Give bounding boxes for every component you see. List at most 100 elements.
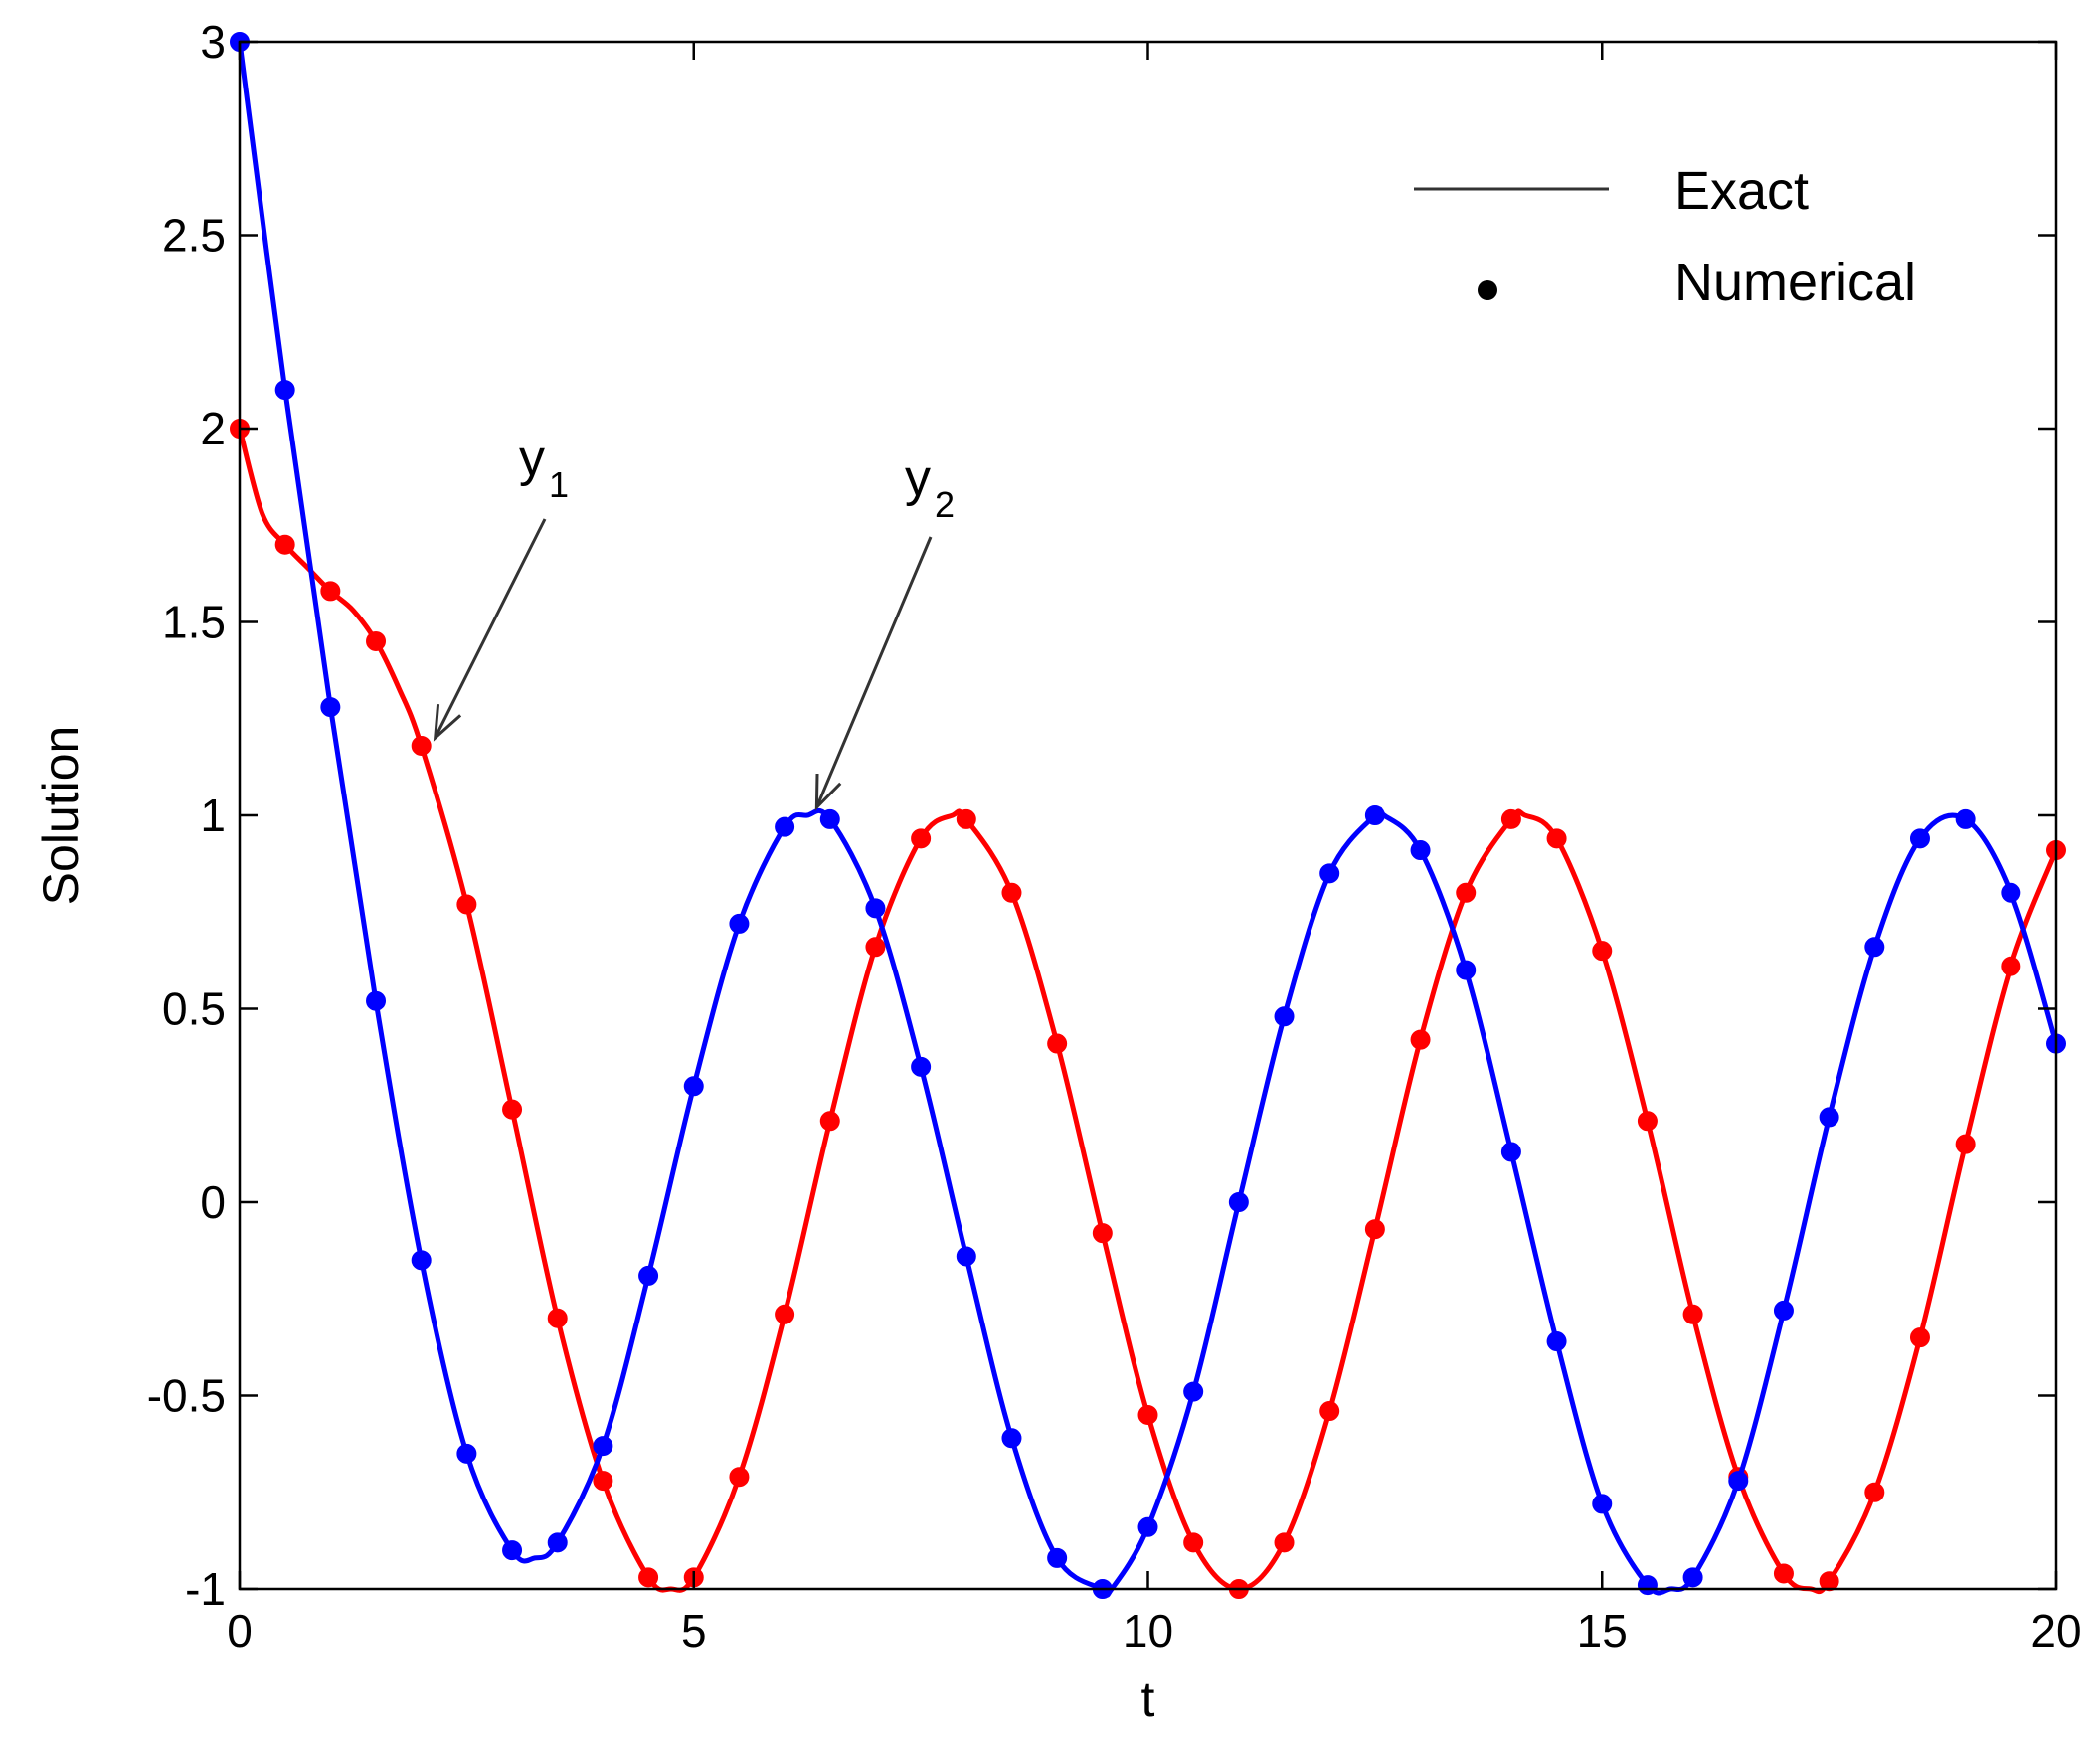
series-1-numerical-point bbox=[1864, 1482, 1885, 1502]
series-2-numerical-point bbox=[1909, 828, 1930, 849]
x-tick-label: 0 bbox=[227, 1605, 253, 1657]
series-1-numerical-point bbox=[1592, 941, 1613, 962]
y-tick-label: 1.5 bbox=[162, 597, 226, 648]
series-1-numerical-point bbox=[593, 1471, 613, 1492]
series-2-numerical-point bbox=[819, 808, 840, 829]
y-tick-label: 1 bbox=[200, 790, 226, 841]
series-1-numerical-point bbox=[547, 1308, 568, 1328]
x-tick-label: 15 bbox=[1577, 1605, 1628, 1657]
y-tick-label: 0 bbox=[200, 1176, 226, 1228]
annotation-arrow-shaft bbox=[814, 536, 933, 808]
series-2-numerical-point bbox=[411, 1250, 432, 1271]
series-1-numerical-point bbox=[411, 735, 432, 756]
series-2-numerical-point bbox=[1137, 1516, 1158, 1537]
series-2-numerical-point bbox=[683, 1076, 704, 1097]
series-1-numerical-point bbox=[729, 1467, 750, 1488]
legend-numerical-label: Numerical bbox=[1674, 253, 1916, 312]
annotation-base: y bbox=[905, 449, 931, 507]
series-1-numerical-point bbox=[1319, 1401, 1340, 1422]
series-1-numerical-point bbox=[502, 1099, 523, 1120]
series-1-numerical-point bbox=[2001, 956, 2021, 976]
series-2-numerical-point bbox=[729, 913, 750, 934]
series-1-numerical-point bbox=[638, 1567, 659, 1588]
series-2-numerical-point bbox=[911, 1056, 932, 1077]
series-2-numerical-point bbox=[1592, 1494, 1613, 1514]
series-2-numerical-point bbox=[1682, 1567, 1703, 1588]
annotation-subscript: 1 bbox=[549, 464, 569, 505]
series-1-numerical-point bbox=[1456, 882, 1477, 903]
series-1-numerical-point bbox=[1955, 1134, 1976, 1154]
y-axis-title: Solution bbox=[33, 726, 88, 906]
series-2-numerical-point bbox=[775, 816, 795, 837]
series-2-numerical-point bbox=[865, 898, 886, 919]
series-1-numerical-point bbox=[456, 894, 477, 915]
x-tick-label: 20 bbox=[2030, 1605, 2081, 1657]
series-2-numerical-point bbox=[456, 1443, 477, 1464]
series-2-numerical-point bbox=[1228, 1192, 1249, 1212]
x-tick-label: 10 bbox=[1123, 1605, 1173, 1657]
series-layer bbox=[230, 32, 2066, 1599]
series-1-numerical-point bbox=[1001, 882, 1022, 903]
series-2-numerical-point bbox=[1456, 960, 1477, 980]
series-1-numerical-point bbox=[274, 534, 295, 555]
series-1-numerical-point bbox=[1773, 1563, 1794, 1584]
annotation-arrow-shaft bbox=[434, 518, 547, 739]
annotation-subscript: 2 bbox=[935, 484, 955, 525]
series-1-numerical-point bbox=[1183, 1532, 1204, 1553]
series-2-numerical-point bbox=[366, 990, 387, 1011]
x-axis-title: t bbox=[1141, 1672, 1155, 1727]
series-2-numerical-point bbox=[547, 1532, 568, 1553]
series-2-numerical-point bbox=[1319, 863, 1340, 884]
series-2-numerical-point bbox=[1773, 1300, 1794, 1321]
series-2-numerical-point bbox=[1728, 1471, 1749, 1492]
annotation-base: y bbox=[519, 430, 545, 487]
y-tick-label: 0.5 bbox=[162, 983, 226, 1035]
ticks-layer: 0 5 10 15 20 -1 -0.5 0 0.5 1 1.5 2 2.5 3 bbox=[147, 16, 2082, 1657]
legend: Exact Numerical bbox=[1414, 161, 1916, 312]
y-tick-label: 3 bbox=[200, 16, 226, 68]
legend-numerical-dot-swatch bbox=[1478, 280, 1497, 300]
series-2-numerical-point bbox=[1274, 1006, 1295, 1027]
series-1-numerical-point bbox=[1637, 1111, 1658, 1132]
series-2-numerical-point bbox=[320, 697, 341, 718]
series-2-numerical-point bbox=[1955, 808, 1976, 829]
series-1-numerical-point bbox=[775, 1304, 795, 1324]
y-tick-label: 2 bbox=[200, 403, 226, 454]
y-tick-label: -1 bbox=[185, 1563, 226, 1615]
series-2-numerical-point bbox=[274, 380, 295, 401]
series-2-numerical-point bbox=[1864, 937, 1885, 958]
series-2-numerical-point bbox=[1500, 1142, 1521, 1162]
series-2-numerical-point bbox=[1637, 1575, 1658, 1596]
series-1-numerical-point bbox=[1137, 1404, 1158, 1425]
series-2-numerical-point bbox=[2001, 882, 2021, 903]
series-2-numerical-point bbox=[593, 1436, 613, 1457]
series-1-numerical-point bbox=[1047, 1033, 1068, 1054]
series-2-numerical-point bbox=[502, 1540, 523, 1561]
series-1-numerical-point bbox=[865, 937, 886, 958]
series-1-numerical-point bbox=[1819, 1571, 1839, 1592]
series-1-numerical-point bbox=[1909, 1327, 1930, 1348]
series-1-numerical-point bbox=[1092, 1223, 1113, 1244]
y-tick-label: -0.5 bbox=[147, 1370, 226, 1422]
series-1-numerical-point bbox=[1682, 1304, 1703, 1324]
series-2-numerical-point bbox=[1364, 805, 1385, 825]
series-1-numerical-point bbox=[320, 581, 341, 602]
series-1-numerical-point bbox=[1410, 1029, 1431, 1050]
series-2-numerical-point bbox=[1001, 1428, 1022, 1449]
x-tick-label: 5 bbox=[681, 1605, 707, 1657]
series-2-numerical-point bbox=[1183, 1381, 1204, 1402]
series-1-numerical-point bbox=[1546, 828, 1567, 849]
series-2-numerical-point bbox=[1819, 1107, 1839, 1128]
series-2-numerical-point bbox=[1410, 840, 1431, 861]
y-tick-label: 2.5 bbox=[162, 210, 226, 262]
series-1-numerical-point bbox=[366, 630, 387, 651]
series-1-numerical-point bbox=[1500, 808, 1521, 829]
annotation-arrow-head bbox=[433, 703, 462, 742]
series-1-numerical-point bbox=[819, 1111, 840, 1132]
series-2-numerical-point bbox=[1546, 1331, 1567, 1352]
